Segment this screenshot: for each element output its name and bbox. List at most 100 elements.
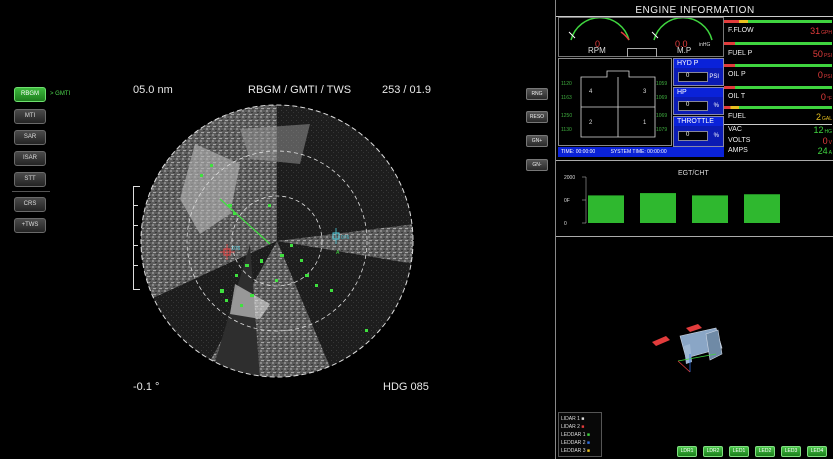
egt-bar-1 [588,195,624,223]
sensor-button-led3[interactable]: LED3 [781,446,801,457]
mp-unit: inHG [699,42,711,48]
sensor-button-led1[interactable]: LED1 [729,446,749,457]
oil-temp-label: OIL T [728,93,746,100]
rpm-value: 0 [595,39,601,49]
gain-down-button[interactable]: GN- [526,159,548,171]
cyl-3-number: 3 [643,89,647,95]
azimuth-readout: 253 / 01.9 [382,84,431,96]
hyd-pressure-field [678,72,708,82]
hyd-pressure-title: HYD P [674,59,723,68]
track-marker[interactable]: 076 A [332,228,350,256]
readout-oil-pressure: OIL P 0PSI [724,64,832,84]
mode-button-stt[interactable]: STT [14,172,46,187]
readout-fflow: F.FLOW 31GPH [724,20,832,40]
radar-mode-readout: RBGM / GMTI / TWS [248,84,352,96]
range-button[interactable]: RNG [526,88,548,100]
sensor-button-led4[interactable]: LED4 [807,446,827,457]
radar-scope[interactable]: 076 076 A [140,104,415,379]
engine-title: ENGINE INFORMATION [556,5,833,17]
elevation-tick [133,225,138,226]
fuel-qty-bar [724,106,832,109]
rpm-needle [568,31,576,39]
sensor-button-ldr2[interactable]: LDR2 [703,446,723,457]
cyl-4-number: 4 [589,89,593,95]
radar-terrain [230,284,270,319]
amps-unit: A [828,150,832,156]
engine-outline [580,70,656,138]
fuel-pressure-value: 50 [812,49,823,59]
engine-panel: ENGINE INFORMATION 0 RPM 0.0 inHG M.P 11… [555,0,833,459]
legend-leddar-2: LEDDAR 2 ■ [561,440,590,446]
rpm-arc-redline [620,31,630,41]
gauge-arcs [568,18,713,41]
oil-pressure-unit: PSI [823,74,832,80]
rpm-arc [570,18,630,41]
lidar-beam [652,336,670,346]
radar-terrain [180,144,240,234]
egt-bar-4 [744,194,780,223]
range-ring-outer [140,104,414,378]
sensor-button-ldr1[interactable]: LDR1 [677,446,697,457]
gauge-cluster: 0 RPM 0.0 inHG M.P [558,17,724,57]
vehicle-3d-view[interactable] [556,236,833,411]
volts-label: VOLTS [728,137,751,144]
y-tick-label: 2000 [564,175,575,181]
y-tick-label: 0 [564,221,567,227]
elevation-scale [133,186,140,290]
hp-title: HP [674,88,723,97]
divider [556,236,833,237]
throttle-indicator [627,48,657,57]
vehicle-model [652,324,723,373]
amps-value: 24 [817,146,828,156]
fuel-qty-label: FUEL [728,113,746,120]
mode-button-mti[interactable]: MTI [14,109,46,124]
gmti-target-cluster [200,164,368,332]
oil-temp-value: 0 [820,92,826,102]
hyd-pressure-unit: PSI [709,74,719,80]
fuel-pressure-unit: PSI [823,53,832,59]
mode-button-rbgm[interactable]: RBGM [14,87,46,102]
divider [12,191,50,192]
hp-value: 0 [686,102,690,108]
mp-arc [653,18,713,41]
resolution-button[interactable]: RESO [526,111,548,123]
hp-unit: % [713,103,719,109]
elevation-tick [133,245,138,246]
track-marker[interactable]: 076 [220,244,241,260]
oil-temp-bar [724,86,832,89]
heading-readout: HDG 085 [383,381,429,393]
oil-pressure-value: 0 [817,70,823,80]
gain-up-button[interactable]: GN+ [526,135,548,147]
hyd-pressure-value: 0 [686,73,690,79]
oil-pressure-bar [724,64,832,67]
mode-button-sar[interactable]: SAR [14,130,46,145]
fflow-unit: GPH [821,30,832,36]
cylinder-diagram: 1120 1163 4 1059 1069 3 1250 1130 2 1069… [558,58,672,146]
egt-cht-plot: 2000 0F 0 [564,175,780,227]
readout-fuel-qty: FUEL 2GAL [724,106,832,124]
sensor-legend: LIDAR 1 ■ LIDAR 2 ■ LEDDAR 1 ■ LEDDAR 2 … [558,412,602,457]
mode-button-tws[interactable]: +TWS [14,218,46,233]
cyl-3-egt: 1059 [656,81,668,87]
fflow-value: 31 [810,26,821,36]
mode-button-isar[interactable]: ISAR [14,151,46,166]
gmti-indicator: > GMTI [50,91,71,97]
elevation-tick [133,265,138,266]
sensor-button-led2[interactable]: LED2 [755,446,775,457]
cyl-3-cht: 1069 [656,95,668,101]
oil-pressure-label: OIL P [728,71,746,78]
cyl-1-egt: 1069 [656,113,668,119]
divider [556,160,833,161]
egt-cht-title: EGT/CHT [678,170,709,177]
mp-label: M.P [677,46,692,55]
readout-electrical: VAC 12HG VOLTS 0V AMPS 24A [724,124,832,158]
range-ring [186,150,368,332]
tilt-readout: -0.1 ° [133,381,160,393]
track-label: 076 [232,246,241,252]
mode-button-crs[interactable]: CRS [14,197,46,212]
legend-leddar-3: LEDDAR 3 ■ [561,448,590,454]
cyl-1-cht: 1079 [656,127,668,133]
cyl-4-egt: 1120 [561,81,572,87]
throttle-unit: % [713,133,719,139]
mp-value: 0.0 [675,39,688,49]
